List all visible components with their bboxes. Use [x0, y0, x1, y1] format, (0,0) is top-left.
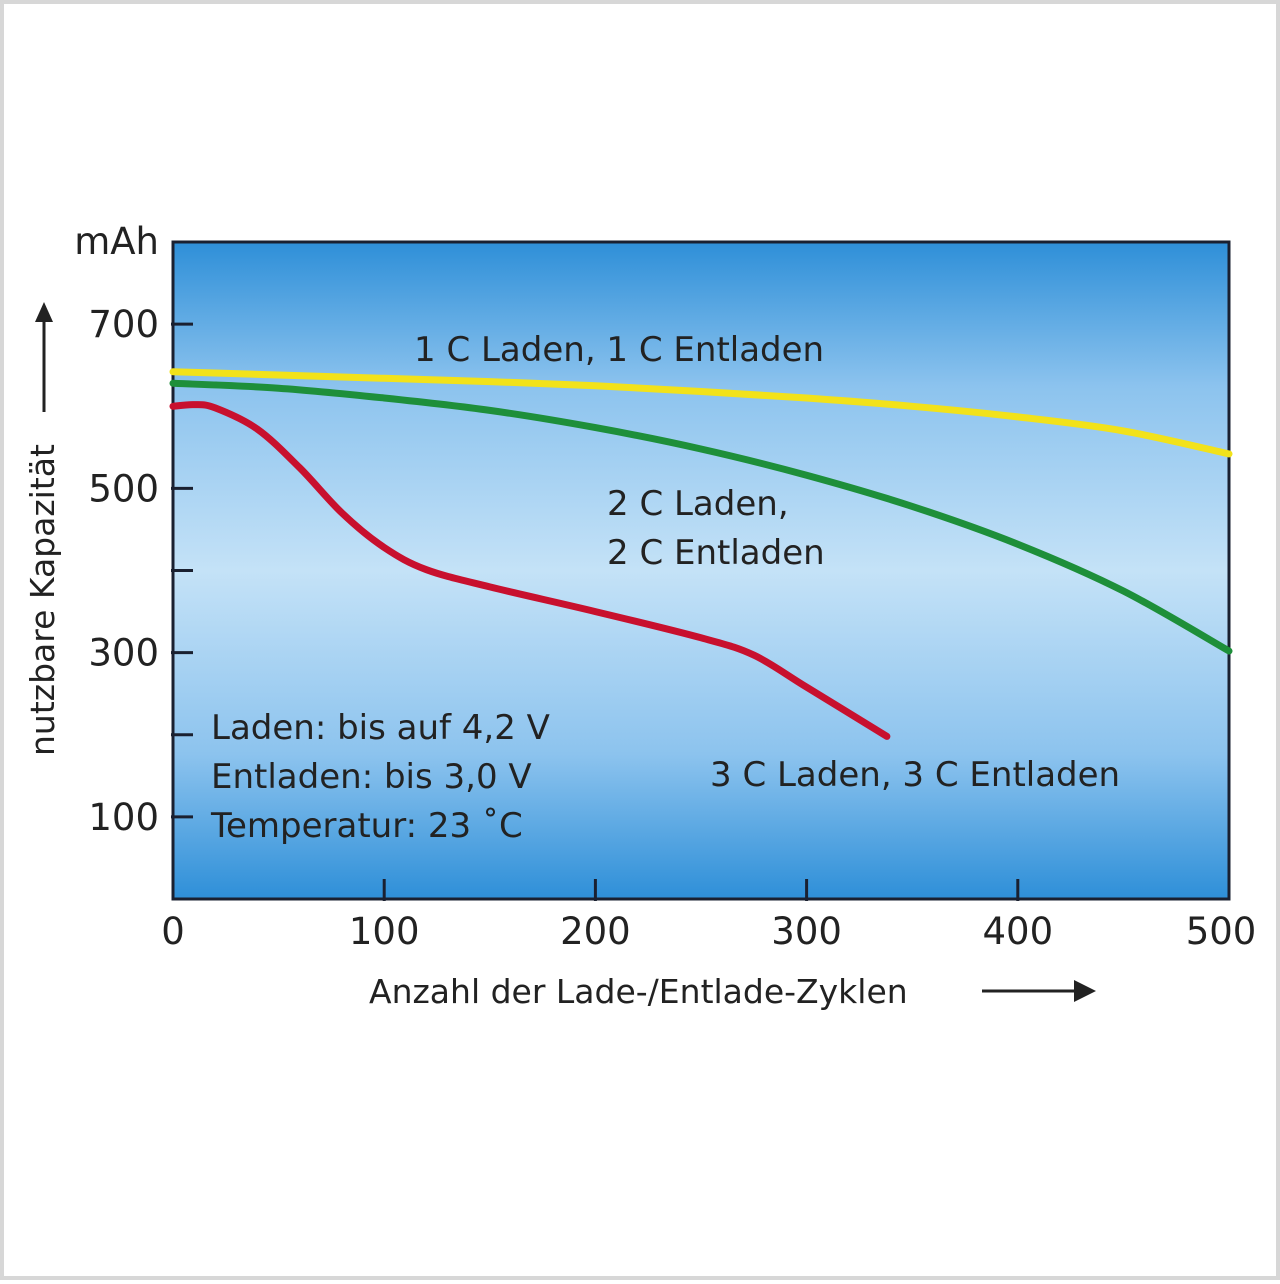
- plot-area: [171, 240, 1231, 901]
- series-line-1c: [169, 368, 1233, 458]
- x-tick-label-100: 100: [349, 910, 420, 953]
- series-lines: [169, 368, 1233, 740]
- x-axis-title: Anzahl der Lade-/Entlade-Zyklen: [369, 972, 908, 1011]
- y-tick-label-500: 500: [88, 467, 159, 510]
- x-tick-label-200: 200: [560, 910, 631, 953]
- annotation-entladen: Entladen: bis 3,0 V: [211, 757, 532, 797]
- series-label-1c: 1 C Laden, 1 C Entladen: [414, 330, 824, 370]
- y-tick-label-300: 300: [88, 632, 159, 675]
- annotation-laden: Laden: bis auf 4,2 V: [211, 708, 550, 748]
- series-label-2c: 2 C Laden, 2 C Entladen: [607, 484, 825, 573]
- y-axis-title: nutzbare Kapazität: [23, 444, 62, 756]
- x-tick-label-400: 400: [982, 910, 1053, 953]
- x-tick-label-0: 0: [161, 910, 185, 953]
- y-axis-arrow: [35, 302, 53, 412]
- x-tick-label-300: 300: [771, 910, 842, 953]
- x-axis-arrow: [982, 980, 1096, 1002]
- x-tick-label-500: 500: [1186, 910, 1257, 953]
- y-tick-label-100: 100: [88, 796, 159, 839]
- series-line-3c: [169, 401, 891, 740]
- annotation-temperatur: Temperatur: 23 ˚C: [210, 806, 523, 846]
- y-tick-label-700: 700: [88, 303, 159, 346]
- chart-svg: 100 300 500 700 0 100 200 300 400 500 mAh nutzbar…: [23, 220, 1256, 1011]
- series-line-2c: [169, 379, 1233, 655]
- y-unit-label: mAh: [74, 220, 159, 263]
- tick-labels: 100 300 500 700 0 100 200 300 400 500: [88, 303, 1256, 953]
- series-label-3c: 3 C Laden, 3 C Entladen: [710, 755, 1120, 795]
